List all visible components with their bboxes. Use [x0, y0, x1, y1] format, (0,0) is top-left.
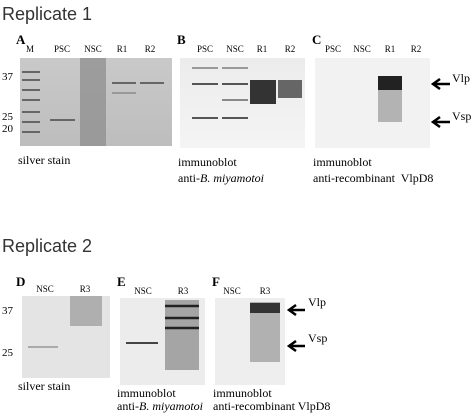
panel-letter: B [177, 32, 186, 47]
panel-letter: E [117, 274, 126, 289]
lane-label: R1 [117, 44, 128, 54]
bands [22, 71, 164, 133]
lane-label: R2 [285, 44, 296, 54]
caption: silver stain [18, 379, 70, 393]
caption: immunoblot [178, 155, 237, 169]
smear [250, 80, 276, 104]
caption: anti-B. miyamotoi [117, 399, 203, 413]
caption: immunoblot [213, 386, 272, 400]
lane-smear [80, 58, 106, 146]
lane-label: R3 [178, 286, 189, 296]
panel-f: F NSC R3 Vlp Vsp immunoblot anti-recombi… [212, 274, 330, 413]
marker-label: 37 [2, 71, 14, 83]
arrow [286, 339, 305, 353]
arrow-label: Vlp [308, 295, 326, 309]
lane-label: NSC [36, 284, 54, 294]
lane-label: R2 [411, 44, 422, 54]
caption-prefix: anti- [117, 399, 139, 413]
panel-c: C PSC NSC R1 R2 Vlp Vsp immunoblot anti-… [312, 32, 471, 185]
lane-label: R3 [80, 284, 91, 294]
lane-label: R1 [257, 44, 268, 54]
caption: immunoblot [117, 386, 176, 400]
lane-label: PSC [325, 44, 341, 54]
arrow-label: Vsp [452, 109, 471, 123]
lane-label: NSC [134, 286, 152, 296]
panel-letter: D [16, 274, 25, 289]
caption: silver stain [18, 153, 70, 167]
panel-letter: A [16, 32, 26, 47]
arrow-label: Vsp [308, 331, 327, 345]
replicate-title: Replicate 2 [2, 236, 92, 256]
caption-italic: B. miyamotoi [200, 171, 264, 185]
band [250, 303, 280, 313]
panel-letter: C [312, 32, 321, 47]
caption: anti-recombinant VlpD8 [213, 399, 330, 413]
arrow [430, 77, 450, 91]
caption-prefix: anti- [178, 171, 200, 185]
marker-label: 37 [2, 305, 14, 317]
lane-label: R3 [260, 286, 271, 296]
marker-label: 25 [2, 111, 14, 123]
caption: immunoblot [313, 155, 372, 169]
gel [180, 58, 305, 148]
panel-letter: F [212, 274, 220, 289]
bands [192, 67, 248, 119]
panel-d: D NSC R3 37 25 silver stain [2, 274, 110, 393]
gel [315, 58, 430, 148]
marker-label: 25 [2, 347, 14, 359]
panel-a: A M PSC NSC R1 R2 37 25 20 silver stain [2, 32, 172, 167]
band [378, 76, 402, 90]
arrow-label: Vlp [452, 71, 470, 85]
lane-label: NSC [353, 44, 371, 54]
smear [70, 296, 102, 326]
lane-label: M [26, 44, 34, 54]
arrow [286, 303, 305, 317]
lane-label: NSC [223, 286, 241, 296]
lane-label: PSC [54, 44, 70, 54]
lane-label: R2 [145, 44, 156, 54]
caption-italic: B. miyamotoi [139, 399, 203, 413]
panel-b: B PSC NSC R1 R2 immunoblot anti-B. miyam… [177, 32, 305, 185]
lane-label: PSC [197, 44, 213, 54]
lane-label: R1 [385, 44, 396, 54]
arrow [430, 115, 450, 129]
caption: anti-B. miyamotoi [178, 171, 264, 185]
lane-label: NSC [226, 44, 244, 54]
panel-e: E NSC R3 immunoblot anti-B. miyamotoi [117, 274, 205, 413]
smear [278, 80, 302, 98]
smear [165, 300, 199, 370]
caption: anti-recombinant VlpD8 [313, 171, 433, 185]
marker-label: 20 [2, 123, 14, 135]
lane-label: NSC [84, 44, 102, 54]
replicate-title: Replicate 1 [2, 4, 92, 24]
bands [126, 304, 199, 344]
